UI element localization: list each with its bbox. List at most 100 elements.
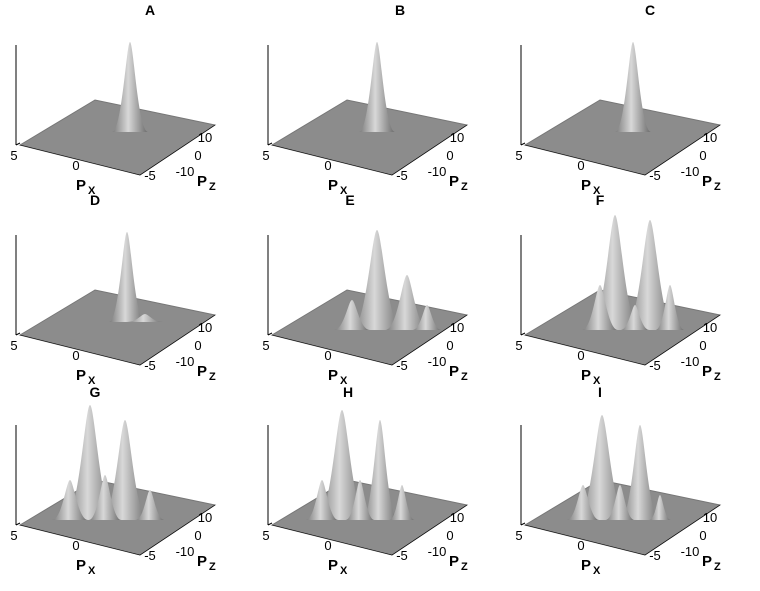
x-tick-label: 5 <box>10 528 17 543</box>
z-tick-label: 0 <box>446 338 453 353</box>
z-tick-label: 0 <box>194 338 201 353</box>
x-tick-label: -5 <box>396 358 408 373</box>
x-tick-label: 0 <box>72 538 79 553</box>
z-axis-sub: Z <box>714 561 721 573</box>
x-axis-label: P <box>76 367 86 384</box>
x-tick-label: 5 <box>515 148 522 163</box>
z-tick-label: -10 <box>428 354 447 369</box>
vertical-axis <box>521 143 525 145</box>
x-tick-label: 0 <box>324 538 331 553</box>
x-tick-label: 0 <box>577 158 584 173</box>
panel-label: B <box>395 2 405 18</box>
x-tick-label: 5 <box>262 528 269 543</box>
x-tick-label: -5 <box>144 548 156 563</box>
x-tick-label: -5 <box>649 358 661 373</box>
panel: I50-5100-10PXPZ <box>515 384 721 577</box>
panel-label: F <box>596 192 605 208</box>
vertical-axis <box>268 523 272 525</box>
x-axis-label: P <box>581 557 591 574</box>
z-axis-label: P <box>449 173 459 190</box>
z-tick-label: -10 <box>176 164 195 179</box>
z-tick-label: 10 <box>450 320 464 335</box>
z-axis-sub: Z <box>461 371 468 383</box>
z-tick-label: -10 <box>428 544 447 559</box>
z-tick-label: -10 <box>681 164 700 179</box>
z-axis-sub: Z <box>209 561 216 573</box>
z-tick-label: 0 <box>194 148 201 163</box>
z-tick-label: -10 <box>428 164 447 179</box>
vertical-axis <box>521 523 525 525</box>
z-axis-label: P <box>449 553 459 570</box>
x-tick-label: -5 <box>396 168 408 183</box>
vertical-axis <box>268 143 272 145</box>
vertical-axis <box>16 523 20 525</box>
x-tick-label: 5 <box>10 338 17 353</box>
z-axis-sub: Z <box>714 181 721 193</box>
vertical-axis <box>268 333 272 335</box>
z-axis-label: P <box>197 173 207 190</box>
x-axis-label: P <box>581 367 591 384</box>
x-axis-sub: X <box>593 565 601 577</box>
vertical-axis <box>521 333 525 335</box>
z-tick-label: 0 <box>699 148 706 163</box>
x-tick-label: -5 <box>396 548 408 563</box>
z-tick-label: 10 <box>198 510 212 525</box>
x-axis-label: P <box>328 177 338 194</box>
x-tick-label: 5 <box>515 338 522 353</box>
z-tick-label: 0 <box>699 338 706 353</box>
z-axis-label: P <box>702 173 712 190</box>
z-tick-label: 10 <box>703 320 717 335</box>
vertical-axis <box>16 333 20 335</box>
z-axis-sub: Z <box>209 181 216 193</box>
x-tick-label: 0 <box>324 158 331 173</box>
x-axis-sub: X <box>340 565 348 577</box>
x-tick-label: -5 <box>144 358 156 373</box>
z-tick-label: 0 <box>446 148 453 163</box>
x-tick-label: -5 <box>144 168 156 183</box>
x-axis-label: P <box>76 557 86 574</box>
figure: A50-5100-10PXPZB50-5100-10PXPZC50-5100-1… <box>0 0 760 591</box>
z-axis-label: P <box>702 553 712 570</box>
z-tick-label: -10 <box>681 544 700 559</box>
panel: B50-5100-10PXPZ <box>262 2 468 197</box>
z-tick-label: 10 <box>198 130 212 145</box>
z-axis-label: P <box>197 363 207 380</box>
panel-label: D <box>90 192 100 208</box>
vertical-axis <box>16 143 20 145</box>
x-tick-label: 5 <box>262 148 269 163</box>
x-axis-label: P <box>581 177 591 194</box>
z-tick-label: 10 <box>198 320 212 335</box>
z-axis-sub: Z <box>209 371 216 383</box>
x-tick-label: 5 <box>10 148 17 163</box>
x-tick-label: 0 <box>72 158 79 173</box>
z-axis-sub: Z <box>461 561 468 573</box>
panel-label: A <box>145 2 155 18</box>
z-tick-label: 10 <box>703 510 717 525</box>
x-axis-label: P <box>76 177 86 194</box>
x-tick-label: -5 <box>649 548 661 563</box>
z-tick-label: 10 <box>703 130 717 145</box>
z-axis-label: P <box>197 553 207 570</box>
z-tick-label: 0 <box>446 528 453 543</box>
panel-label: C <box>645 2 655 18</box>
x-tick-label: 5 <box>262 338 269 353</box>
z-tick-label: -10 <box>176 544 195 559</box>
z-tick-label: 0 <box>194 528 201 543</box>
z-tick-label: -10 <box>681 354 700 369</box>
z-tick-label: 10 <box>450 130 464 145</box>
x-tick-label: -5 <box>649 168 661 183</box>
z-tick-label: 10 <box>450 510 464 525</box>
panel-label: H <box>343 384 353 400</box>
z-axis-label: P <box>702 363 712 380</box>
panel-label: I <box>598 384 602 400</box>
z-tick-label: -10 <box>176 354 195 369</box>
z-axis-sub: Z <box>461 181 468 193</box>
panel-label: G <box>90 384 101 400</box>
x-tick-label: 0 <box>577 348 584 363</box>
